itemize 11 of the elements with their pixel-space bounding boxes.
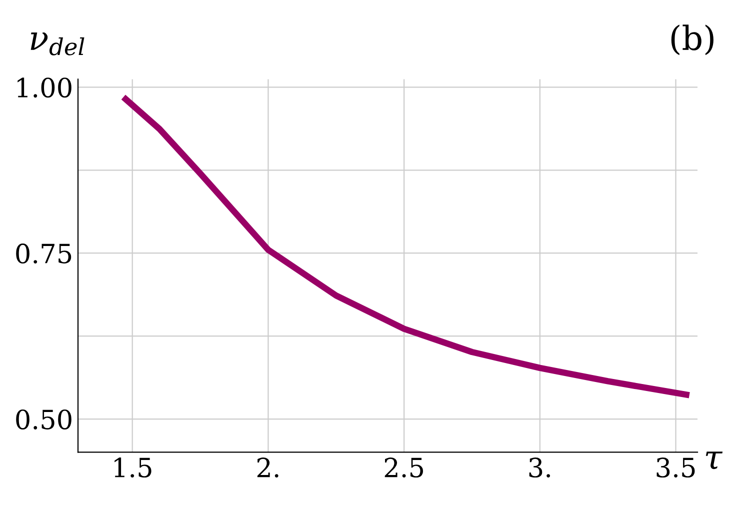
x-tick-label: 3. (529, 458, 550, 478)
x-tick-label: 2. (257, 458, 278, 478)
y-tick-label: 0.50 (16, 409, 72, 430)
y-axis-title: ν$_{del}$ (30, 32, 84, 56)
y-tick-label: 0.75 (16, 244, 72, 264)
y-tick-label: 1.00 (18, 78, 72, 98)
x-axis-title: τ (706, 452, 723, 470)
x-tick-label: 2.5 (384, 458, 423, 478)
x-tick-label: 3.5 (656, 458, 695, 478)
x-tick-label: 1.5 (114, 458, 152, 478)
chart-title: (b) (671, 24, 714, 56)
